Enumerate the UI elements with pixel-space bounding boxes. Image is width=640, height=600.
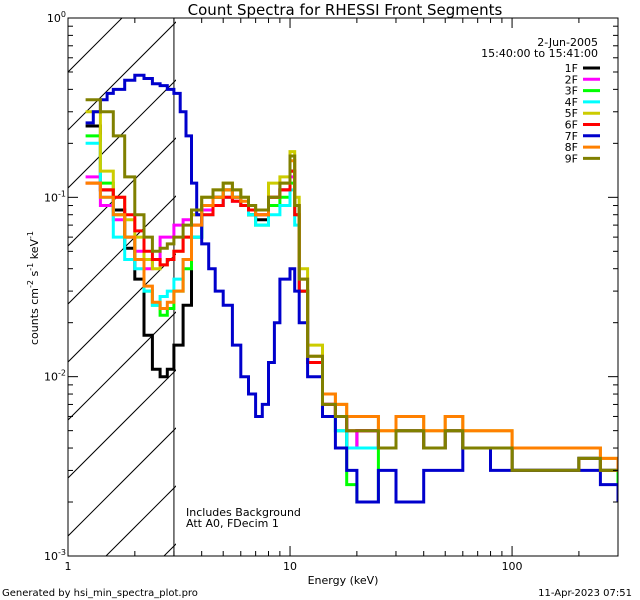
timestamp: 11-Apr-2023 07:51 — [538, 588, 632, 599]
hatch-line — [68, 369, 176, 479]
hatch-line — [68, 79, 176, 189]
legend-label: 6F — [565, 119, 578, 132]
y-axis-label: counts cm-2 s-1 keV-1 — [26, 231, 41, 345]
hatch-line — [0, 0, 126, 556]
legend-label: 2F — [565, 73, 578, 86]
hatch-line — [68, 311, 176, 421]
series-9F — [85, 98, 618, 472]
series-6F — [85, 169, 618, 472]
attenuator-note: Att A0, FDecim 1 — [186, 517, 279, 530]
x-axis-label: Energy (keV) — [308, 574, 379, 587]
hatched-region — [0, 0, 176, 556]
y-axis-ticks: 100 10-1 10-2 10-3 — [44, 10, 618, 563]
series-7F — [85, 73, 618, 504]
legend-label: 9F — [565, 152, 578, 165]
series-lines — [85, 73, 618, 504]
x-tick-label: 100 — [502, 560, 523, 573]
background-note: Includes Background — [186, 506, 301, 519]
legend-label: 1F — [565, 62, 578, 75]
legend-label: 7F — [565, 130, 578, 143]
x-tick-label: 10 — [283, 560, 297, 573]
hatch-line — [105, 485, 176, 556]
x-tick-label: 1 — [65, 560, 72, 573]
generator-note: Generated by hsi_min_spectra_plot.pro — [2, 588, 198, 599]
y-tick-label: 10-2 — [44, 369, 66, 384]
series-1F — [85, 124, 618, 472]
hatch-line — [68, 427, 176, 537]
y-tick-label: 100 — [47, 10, 66, 25]
x-axis-ticks: 1 10 100 — [65, 18, 619, 573]
hatch-line — [68, 195, 176, 305]
observation-time-range: 15:40:00 to 15:41:00 — [481, 47, 598, 60]
y-tick-label: 10-3 — [44, 548, 66, 563]
legend-label: 3F — [565, 85, 578, 98]
legend-label: 4F — [565, 96, 578, 109]
chart-title: Count Spectra for RHESSI Front Segments — [188, 1, 503, 19]
legend-label: 8F — [565, 141, 578, 154]
plot-frame — [67, 17, 619, 557]
series-8F — [85, 159, 618, 471]
observation-date: 2-Jun-2005 — [537, 36, 598, 49]
series-2F — [85, 175, 618, 472]
y-tick-label: 10-1 — [44, 189, 66, 204]
hatch-line — [68, 21, 176, 131]
legend-label: 5F — [565, 107, 578, 120]
series-4F — [85, 141, 618, 472]
hatch-line — [68, 18, 123, 73]
hatch-line — [68, 253, 176, 363]
